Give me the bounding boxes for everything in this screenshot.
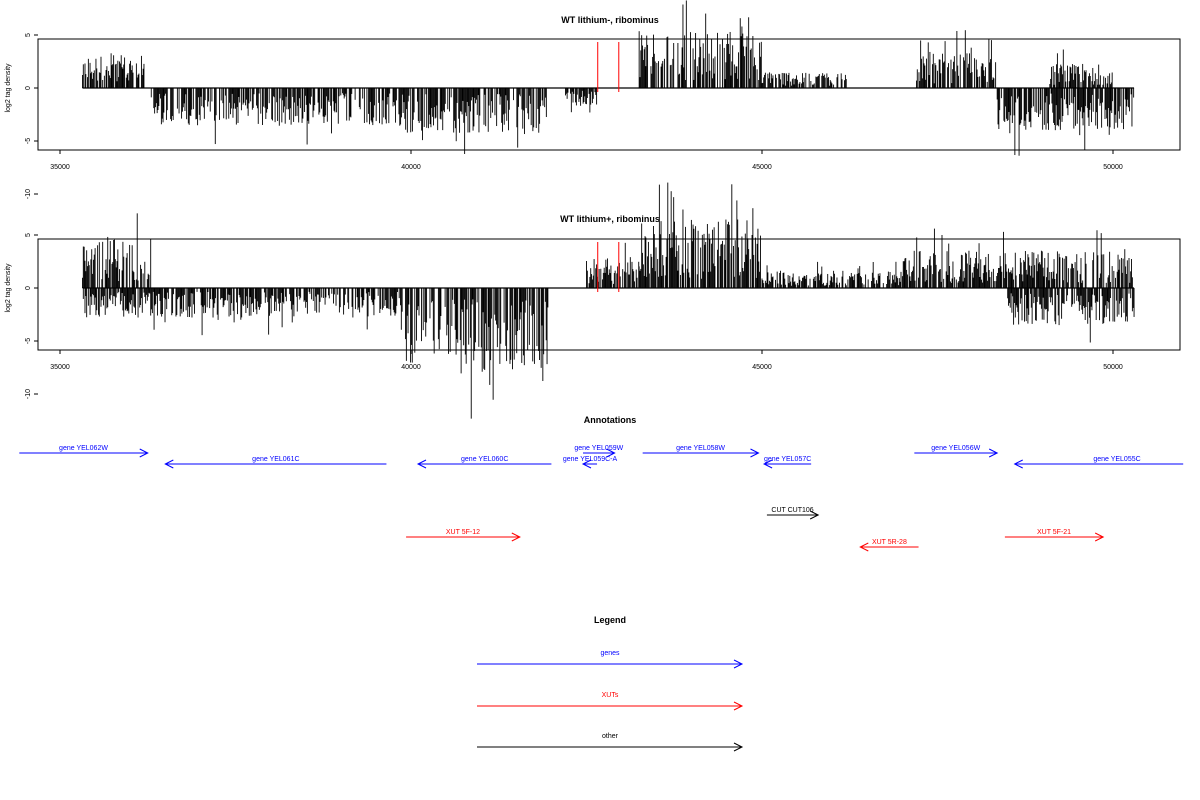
annotation-label: gene YEL058W bbox=[676, 445, 725, 452]
y-tick-label: 5 bbox=[25, 233, 32, 237]
x-tick-label: 50000 bbox=[1103, 364, 1123, 371]
annotations-title: Annotations bbox=[584, 415, 637, 425]
y-tick-label: -5 bbox=[25, 138, 32, 144]
annotation-label: gene YEL062W bbox=[59, 445, 108, 452]
legend-entries: genes XUTs other bbox=[477, 650, 744, 752]
annotation-arrow: XUT 5R-28 bbox=[859, 539, 919, 552]
legend-arrow: genes bbox=[477, 650, 744, 669]
red-markers bbox=[597, 42, 620, 92]
y-axis: 5 0 -5 -10 bbox=[25, 33, 38, 199]
annotation-label: gene YEL055C bbox=[1093, 456, 1140, 463]
density-bars bbox=[82, 0, 1135, 156]
annotation-arrow: XUT 5F-21 bbox=[1004, 529, 1105, 542]
plot-frame bbox=[37, 238, 1181, 351]
x-axis: 35000 40000 45000 50000 bbox=[50, 350, 1123, 371]
legend-label: XUTs bbox=[602, 692, 619, 699]
x-tick-label: 35000 bbox=[50, 364, 70, 371]
annotation-arrow: gene YEL059W bbox=[574, 445, 624, 458]
y-tick-label: 5 bbox=[25, 33, 32, 37]
legend-arrow: XUTs bbox=[477, 692, 744, 711]
annotation-arrow: gene YEL060C bbox=[416, 456, 552, 469]
y-tick-label: 0 bbox=[25, 86, 32, 90]
legend-arrow: other bbox=[477, 733, 744, 752]
x-tick-label: 45000 bbox=[752, 164, 772, 171]
annotation-label: gene YEL059W bbox=[574, 445, 623, 452]
density-panel-lithium-plus: WT lithium+, ribominus log2 tag density … bbox=[5, 182, 1181, 419]
x-tick-label: 40000 bbox=[401, 164, 421, 171]
annotation-label: XUT 5F-21 bbox=[1037, 529, 1071, 536]
y-axis-label: log2 tag density bbox=[5, 63, 12, 113]
plot-frame bbox=[37, 38, 1181, 151]
x-tick-label: 45000 bbox=[752, 364, 772, 371]
annotation-arrow: gene YEL055C bbox=[1013, 456, 1184, 469]
x-axis: 35000 40000 45000 50000 bbox=[50, 150, 1123, 171]
annotation-label: gene YEL061C bbox=[252, 456, 299, 463]
annotation-features: gene YEL062W gene YEL061C gene YEL060C gene… bbox=[19, 445, 1184, 552]
y-tick-label: 0 bbox=[25, 286, 32, 290]
x-tick-label: 50000 bbox=[1103, 164, 1123, 171]
annotation-label: gene YEL056W bbox=[931, 445, 980, 452]
legend-label: other bbox=[602, 733, 619, 740]
y-tick-label: -10 bbox=[25, 189, 32, 199]
x-tick-label: 35000 bbox=[50, 164, 70, 171]
annotation-arrow: XUT 5F-12 bbox=[406, 529, 521, 542]
annotation-label: gene YEL057C bbox=[764, 456, 811, 463]
annotation-arrow: gene YEL057C bbox=[762, 456, 811, 469]
panel-title: WT lithium+, ribominus bbox=[560, 214, 660, 224]
red-markers bbox=[597, 242, 620, 292]
annotation-label: XUT 5R-28 bbox=[872, 539, 907, 546]
annotation-arrow: gene YEL056W bbox=[914, 445, 999, 458]
x-tick-label: 40000 bbox=[401, 364, 421, 371]
legend-title: Legend bbox=[594, 615, 626, 625]
y-axis-label: log2 tag density bbox=[5, 263, 12, 313]
y-tick-label: -10 bbox=[25, 389, 32, 399]
density-panel-lithium-minus: WT lithium-, ribominus log2 tag density … bbox=[5, 0, 1181, 199]
panel-title: WT lithium-, ribominus bbox=[561, 15, 659, 25]
annotation-label: CUT CUT106 bbox=[771, 507, 813, 514]
annotation-label: gene YEL059C-A bbox=[563, 456, 618, 463]
y-tick-label: -5 bbox=[25, 338, 32, 344]
annotation-label: XUT 5F-12 bbox=[446, 529, 480, 536]
density-bars bbox=[82, 182, 1135, 419]
legend-label: genes bbox=[600, 650, 620, 657]
annotation-arrow: gene YEL058W bbox=[642, 445, 760, 458]
y-axis: 5 0 -5 -10 bbox=[25, 233, 38, 399]
legend: Legend genes XUTs other bbox=[477, 615, 744, 752]
annotation-label: gene YEL060C bbox=[461, 456, 508, 463]
annotation-arrow: gene YEL061C bbox=[164, 456, 387, 469]
annotation-arrow: CUT CUT106 bbox=[766, 507, 820, 520]
annotation-arrow: gene YEL062W bbox=[19, 445, 149, 458]
annotation-arrow: gene YEL059C-A bbox=[563, 456, 618, 469]
